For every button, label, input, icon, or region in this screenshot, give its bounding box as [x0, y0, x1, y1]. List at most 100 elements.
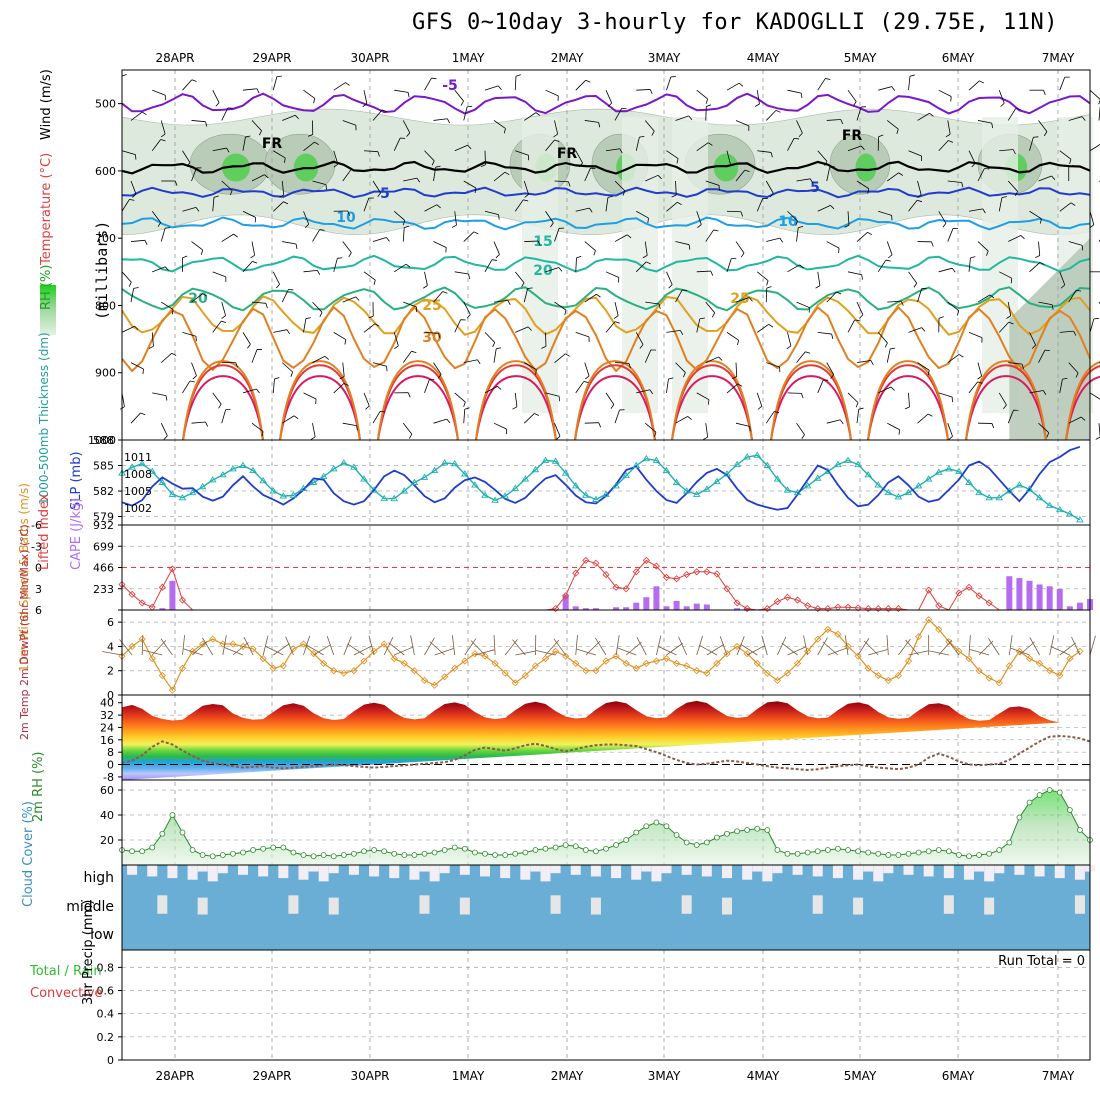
- wind-barb: [1068, 241, 1083, 246]
- wind-barb: [152, 266, 166, 273]
- wind-barb: [998, 321, 1010, 333]
- wind-barb-flag: [527, 326, 532, 331]
- wind-barb-flag: [437, 374, 442, 379]
- wind-barb: [402, 351, 412, 363]
- wind-barb: [908, 76, 911, 91]
- wind10m-barb: [817, 637, 828, 656]
- wind-barb: [312, 355, 326, 363]
- wind-barb-flag: [356, 425, 358, 431]
- wind-barb-flag: [497, 386, 502, 390]
- wind-barb-flag: [279, 194, 284, 198]
- wind-barb: [454, 211, 457, 226]
- li-point: [612, 583, 620, 591]
- wind10m-point: [915, 633, 923, 641]
- wind-barb-flag: [373, 279, 376, 285]
- wind10m-barb: [576, 648, 597, 656]
- thickness-point: [975, 488, 983, 496]
- wind-barb: [221, 233, 234, 242]
- wind-barb: [554, 120, 559, 135]
- wind-barb-flag: [386, 366, 388, 372]
- wind-barb: [242, 388, 257, 394]
- wind10m-barb: [857, 638, 870, 656]
- wind10m-barb: [515, 650, 535, 656]
- wind-barb: [696, 270, 711, 273]
- wind-barb: [515, 326, 529, 333]
- wind-barb: [393, 137, 401, 151]
- wind-barb: [251, 422, 264, 432]
- rh-patch-70: [713, 153, 739, 182]
- wind-barb-flag: [261, 431, 264, 437]
- wind-barb-flag: [1040, 218, 1042, 224]
- cloud-high-gap: [389, 865, 400, 879]
- wind-barb: [1089, 318, 1095, 333]
- wind-barb: [584, 120, 599, 123]
- cape-bar: [623, 607, 630, 610]
- wind-barb: [756, 271, 769, 281]
- wind-barb: [303, 318, 307, 333]
- thickness-point: [1066, 510, 1074, 517]
- wind10m-barb: [202, 637, 214, 656]
- cloud-high-gap: [530, 865, 541, 872]
- wind-barb-flag: [438, 333, 441, 339]
- wind-barb: [121, 271, 132, 283]
- thickness-point: [188, 488, 197, 496]
- wind-barb: [1068, 362, 1079, 374]
- wind-barb-flag: [527, 287, 533, 289]
- cloud-high-gap: [863, 865, 874, 872]
- li-point: [925, 586, 933, 594]
- wind-barb: [242, 136, 246, 151]
- wind-barb-flag: [583, 381, 589, 384]
- wind-barb-flag: [916, 194, 922, 198]
- wind-barb: [242, 88, 257, 91]
- cape-bar: [1006, 576, 1013, 610]
- wind-barb-flag: [554, 139, 560, 142]
- thickness-point: [501, 492, 509, 499]
- rh2m-point: [502, 852, 509, 858]
- thickness-point: [642, 454, 651, 462]
- wind-barb-flag: [165, 266, 169, 271]
- wind-barb: [968, 257, 971, 272]
- wind-barb: [614, 234, 628, 242]
- temp-dome: [279, 375, 361, 441]
- rh2m-point: [230, 850, 236, 857]
- wind-barb-flag: [744, 169, 750, 173]
- wind-barb: [765, 411, 775, 424]
- wind-barb: [605, 197, 609, 212]
- wind-barb: [947, 120, 951, 135]
- thickness-point: [713, 477, 721, 485]
- thickness-point: [138, 459, 146, 467]
- wind-barb-flag: [515, 74, 521, 77]
- wind-barb-flag: [304, 223, 310, 228]
- day-label-bottom: 6MAY: [942, 1069, 975, 1083]
- wind-barb: [151, 211, 161, 223]
- rh2m-point: [1077, 827, 1083, 833]
- wind-barb-flag: [642, 255, 648, 259]
- wind-barb-flag: [333, 163, 339, 168]
- wind-barb-flag: [713, 229, 719, 232]
- wind-barb-flag: [598, 122, 601, 128]
- thickness-point: [198, 482, 207, 490]
- wind10m-point: [814, 635, 822, 643]
- wind-barb: [151, 139, 161, 151]
- temperature-ylabel: Temperature (°C): [39, 153, 54, 266]
- thickness-point: [834, 460, 842, 468]
- rh2m-point: [623, 837, 630, 843]
- temp-dome: [671, 360, 753, 441]
- cloud-middle-gap: [984, 897, 995, 915]
- wind-barb-flag: [256, 388, 260, 394]
- wind-barb: [182, 79, 193, 91]
- wind-barb-flag: [977, 375, 982, 380]
- wind-barb-flag: [867, 232, 873, 236]
- li-point: [178, 596, 187, 604]
- cloud-high-gap: [812, 865, 823, 877]
- wind-barb-flag: [593, 250, 596, 256]
- wind10m-barb: [160, 638, 173, 656]
- wind-barb: [1038, 120, 1048, 132]
- cloud-high-gap: [459, 865, 470, 875]
- wind-barb-flag: [840, 119, 844, 125]
- wind-barb: [514, 199, 524, 212]
- wind-barb-flag: [310, 436, 316, 440]
- wind-barb: [160, 352, 172, 363]
- thickness-point: [592, 495, 600, 502]
- wind10m-barb: [326, 635, 335, 656]
